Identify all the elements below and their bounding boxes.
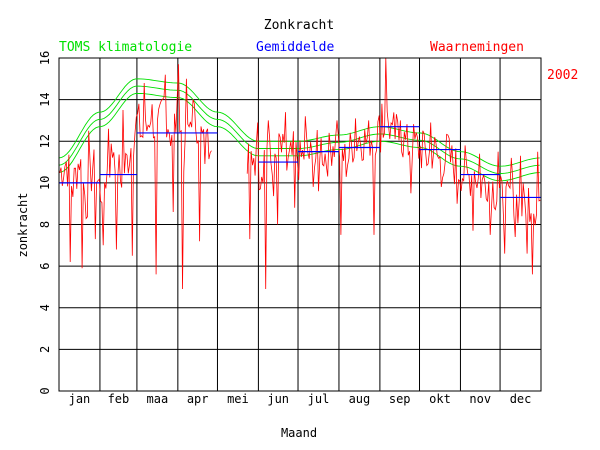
x-tick-label: aug xyxy=(349,392,371,406)
legend-observations: Waarnemingen xyxy=(430,40,524,55)
x-tick-label: sep xyxy=(389,392,411,406)
x-tick-label: mei xyxy=(227,392,249,406)
y-tick-label: 8 xyxy=(38,221,52,228)
x-tick-label: apr xyxy=(187,392,209,406)
y-tick-label: 12 xyxy=(38,134,52,148)
legend-average: Gemiddelde xyxy=(256,40,334,55)
y-tick-label: 10 xyxy=(38,176,52,190)
monthly-average-series xyxy=(59,126,541,199)
observation-series xyxy=(59,57,541,290)
y-tick-label: 16 xyxy=(38,51,52,65)
grid xyxy=(59,58,541,391)
x-tick-label: jan xyxy=(69,392,91,406)
x-tick-labels: jan feb maa apr mei jun jul aug sep okt nov dec xyxy=(69,392,532,406)
climatology-curve xyxy=(58,85,540,174)
x-tick-label: jul xyxy=(308,392,330,406)
plot-frame xyxy=(58,57,542,392)
year-label: 2002 xyxy=(547,68,578,83)
legend-climatology: TOMS klimatologie xyxy=(59,40,192,55)
climatology-curve xyxy=(58,78,540,167)
x-axis-label: Maand xyxy=(281,426,317,440)
observation-line xyxy=(59,64,212,290)
y-tick-labels: 0 2 4 6 8 10 12 14 16 xyxy=(38,51,52,395)
x-tick-label: jun xyxy=(267,392,289,406)
chart-title: Zonkracht xyxy=(264,18,334,33)
y-tick-label: 6 xyxy=(38,263,52,270)
y-axis-label: zonkracht xyxy=(16,192,30,257)
y-tick-label: 2 xyxy=(38,346,52,353)
y-tick-label: 14 xyxy=(38,92,52,106)
x-tick-label: feb xyxy=(108,392,130,406)
x-tick-label: okt xyxy=(429,392,451,406)
x-tick-label: nov xyxy=(469,392,491,406)
observation-line xyxy=(246,57,541,290)
y-tick-label: 0 xyxy=(38,387,52,394)
y-tick-label: 4 xyxy=(38,304,52,311)
x-tick-label: maa xyxy=(147,392,169,406)
x-tick-label: dec xyxy=(510,392,532,406)
